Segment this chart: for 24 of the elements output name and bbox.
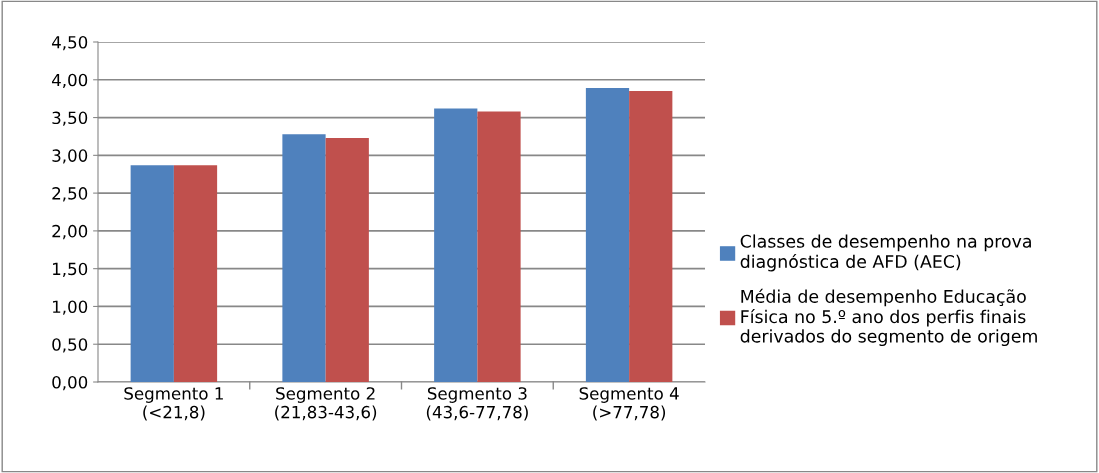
y-tick-label: 1,50 xyxy=(53,262,88,277)
y-tick-label: 2,00 xyxy=(52,224,88,240)
y-tick-label: 4,50 xyxy=(51,35,88,51)
y-tick-label: 0,50 xyxy=(52,338,88,353)
bar xyxy=(325,137,369,382)
x-tick-label: Segmento 3 (43,6-77,78) xyxy=(426,387,528,421)
y-tick-label: 0,00 xyxy=(52,375,88,391)
x-tick-label: Segmento 4 (>77,78) xyxy=(579,387,679,421)
y-tick-label: 3,50 xyxy=(52,111,88,126)
bar xyxy=(130,165,174,382)
y-tick-label: 4,00 xyxy=(51,73,88,89)
x-tick-label: Segmento 1 (<21,8) xyxy=(124,387,223,421)
bar xyxy=(629,91,673,382)
y-tick-label: 3,00 xyxy=(52,149,88,164)
legend-label: Média de desempenho Educação Física no 5.º ano dos perfis finais derivados do segmento de origem xyxy=(740,288,1037,347)
bar xyxy=(282,134,326,382)
bar xyxy=(173,165,218,382)
y-tick-label: 2,50 xyxy=(52,187,88,202)
bar xyxy=(585,88,630,382)
bar xyxy=(434,108,478,382)
bar xyxy=(477,111,521,382)
legend-label: Classes de desempenho na prova diagnóstica de AFD (AEC) xyxy=(740,234,1031,272)
x-tick-label: Segmento 2 (21,83-43,6) xyxy=(275,387,377,421)
y-tick-label: 1,00 xyxy=(53,300,88,315)
